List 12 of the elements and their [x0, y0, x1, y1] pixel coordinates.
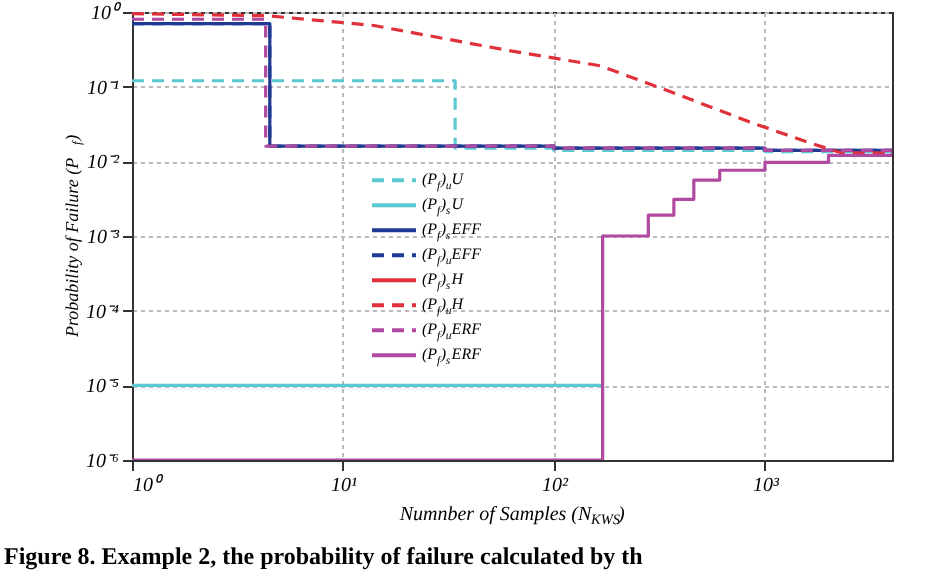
y-tick-label: 10⁻⁵ [86, 376, 121, 399]
x-tick-label: 10⁰ [133, 473, 165, 497]
x-tick-label: 10¹ [330, 475, 357, 497]
y-tick-label: 10⁻² [87, 152, 121, 175]
y-tick-label: 10⁻¹ [87, 77, 119, 100]
y-tick-label: 10⁻⁴ [86, 301, 121, 324]
caption: Figure 8. Example 2, the probability of failure calculated by th [4, 542, 644, 570]
x-tick-label: 10² [541, 475, 570, 497]
x-tick-label: 10³ [752, 475, 781, 497]
y-tick-label: 10⁻⁶ [86, 451, 121, 473]
y-tick-label: 10⁰ [91, 1, 123, 25]
y-tick-label: 10⁻³ [87, 227, 121, 249]
